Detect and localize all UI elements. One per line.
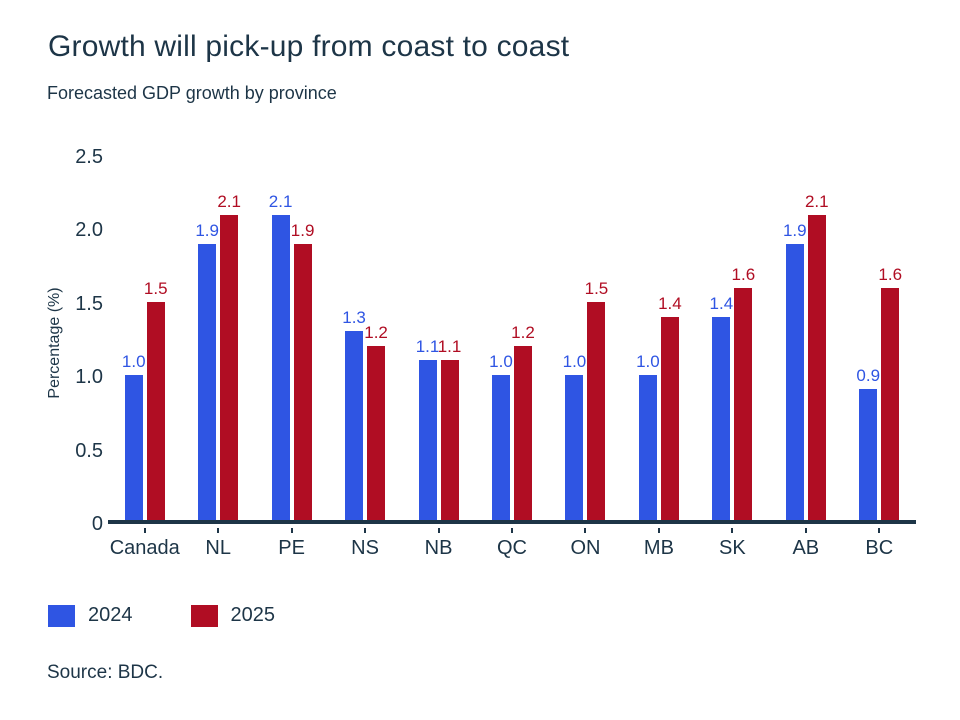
x-axis-tick: [584, 528, 587, 533]
y-tick-label: 1.0: [75, 366, 103, 389]
value-label-2024-pe: 2.1: [268, 192, 293, 212]
x-axis-label-sk: SK: [719, 537, 746, 559]
value-label-2025-mb: 1.4: [658, 293, 682, 313]
legend-swatch-2025: [190, 604, 218, 627]
value-label-2025-ab: 2.1: [804, 192, 829, 212]
x-axis-label-nb: NB: [424, 537, 453, 559]
value-label-2025-nl: 2.1: [217, 192, 241, 212]
bar-2025-canada: 1.5: [144, 279, 168, 520]
legend: 2024 2025: [48, 604, 275, 627]
x-axis-tick: [878, 528, 881, 533]
bar-group-mb: 1.0 1.4: [622, 157, 695, 520]
bar-2024-mb: 1.0: [636, 352, 660, 520]
bar-2024-ab: 1.9: [783, 221, 807, 520]
bar-2025-qc: 1.2: [511, 323, 535, 520]
bar-2024-sk: 1.4: [710, 294, 733, 520]
x-axis-label-nl: NL: [205, 537, 231, 559]
bar-2025-on: 1.5: [585, 279, 608, 520]
x-axis-tick: [804, 528, 807, 533]
value-label-2025-ns: 1.2: [364, 322, 388, 342]
value-label-2024-nb: 1.1: [415, 337, 440, 357]
bar-2024-nl: 1.9: [195, 221, 219, 520]
value-label-2025-nb: 1.1: [437, 337, 462, 357]
bar-2025-nl: 2.1: [217, 192, 241, 520]
legend-label-2024: 2024: [88, 604, 133, 626]
bar-2025-nb: 1.1: [438, 337, 461, 520]
source-note: Source: BDC.: [47, 662, 164, 683]
legend-swatch-2024: [48, 604, 75, 627]
value-label-2024-nl: 1.9: [195, 221, 219, 241]
bar-2025-bc: 1.6: [878, 265, 902, 520]
x-axis-tick: [143, 528, 146, 533]
legend-label-2025: 2025: [230, 604, 276, 626]
y-tick-label: 2.5: [75, 146, 103, 168]
chart-title: Growth will pick-up from coast to coast: [48, 30, 570, 63]
bar-2025-mb: 1.4: [658, 294, 682, 520]
value-label-2025-qc: 1.2: [511, 322, 535, 342]
value-label-2024-ns: 1.3: [342, 308, 366, 328]
value-label-2025-canada: 1.5: [143, 279, 168, 299]
x-axis-label-canada: Canada: [109, 537, 180, 559]
x-axis-tick: [731, 528, 734, 533]
y-tick-label: 1.5: [75, 292, 103, 315]
x-axis-tick: [217, 528, 220, 533]
bar-2025-ab: 2.1: [805, 192, 829, 520]
value-label-2024-mb: 1.0: [636, 351, 660, 371]
value-label-2024-ab: 1.9: [782, 221, 807, 241]
bar-group-on: 1.0 1.5: [549, 157, 622, 520]
y-tick-label: 0: [91, 513, 103, 535]
x-axis-tick: [364, 528, 367, 533]
x-axis-label-bc: BC: [865, 537, 894, 559]
x-axis-tick: [290, 528, 293, 533]
x-axis-label-qc: QC: [497, 537, 527, 559]
bar-group-canada: 1.0 1.5: [108, 157, 181, 520]
bar-2024-on: 1.0: [563, 352, 586, 520]
bar-group-nb: 1.1 1.1: [402, 157, 475, 520]
bar-2024-bc: 0.9: [856, 366, 880, 520]
x-axis-label-pe: PE: [278, 537, 305, 559]
bar-2024-nb: 1.1: [416, 337, 439, 520]
bar-group-nl: 1.9 2.1: [181, 157, 254, 520]
bar-2025-pe: 1.9: [291, 221, 314, 520]
value-label-2025-bc: 1.6: [878, 264, 903, 284]
bar-group-ab: 1.9 2.1: [769, 157, 842, 520]
bar-group-bc: 0.9 1.6: [843, 157, 916, 520]
bar-group-ns: 1.3 1.2: [328, 157, 401, 520]
x-axis-label-mb: MB: [643, 537, 674, 559]
value-label-2024-on: 1.0: [562, 351, 587, 371]
bar-2025-sk: 1.6: [732, 265, 755, 520]
bar-2024-canada: 1.0: [122, 352, 146, 520]
x-axis-tick: [511, 528, 513, 533]
x-axis-label-ns: NS: [351, 537, 379, 559]
plot-area: 1.0 1.5 Canada 1.9 2.1 NL 2.1 1.9 PE 1.3 1.2 NS 1.1 1…: [108, 157, 916, 559]
value-label-2024-qc: 1.0: [489, 351, 513, 371]
y-tick-label: 0.5: [75, 439, 103, 462]
y-tick-label: 2.0: [75, 219, 103, 242]
value-label-2024-bc: 0.9: [856, 366, 881, 386]
bar-2025-ns: 1.2: [364, 323, 388, 520]
chart-subtitle: Forecasted GDP growth by province: [47, 83, 337, 103]
x-axis-label-on: ON: [570, 537, 601, 559]
bar-2024-qc: 1.0: [489, 352, 513, 520]
x-axis-tick: [437, 528, 440, 533]
value-label-2024-sk: 1.4: [709, 293, 734, 313]
legend-item-2025: 2025: [190, 604, 276, 627]
bar-2024-pe: 2.1: [269, 192, 292, 520]
value-label-2024-canada: 1.0: [121, 351, 146, 371]
bar-group-qc: 1.0 1.2: [475, 157, 548, 520]
legend-item-2024: 2024: [48, 604, 133, 627]
bar-group-sk: 1.4 1.6: [696, 157, 769, 520]
value-label-2025-pe: 1.9: [290, 221, 315, 241]
value-label-2025-on: 1.5: [584, 279, 609, 299]
x-axis-tick: [657, 528, 660, 533]
y-axis-ticks: 2.5 2.0 1.5 1.0 0.5 0: [36, 146, 103, 535]
x-axis-label-ab: AB: [792, 537, 820, 559]
bar-2024-ns: 1.3: [342, 308, 366, 520]
bar-group-pe: 2.1 1.9: [255, 157, 328, 520]
value-label-2025-sk: 1.6: [731, 264, 756, 284]
